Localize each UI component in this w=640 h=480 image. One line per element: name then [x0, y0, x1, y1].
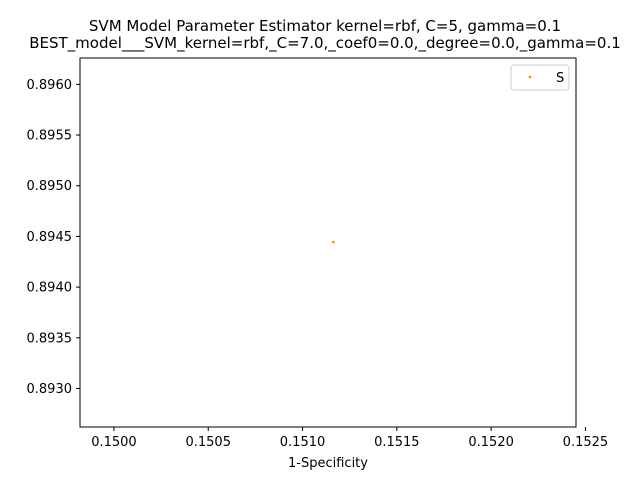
x-tick-label: 0.1500: [91, 435, 137, 450]
x-tick-label: 0.1515: [374, 435, 420, 450]
y-tick-label: 0.8950: [27, 179, 73, 194]
y-tick-label: 0.8940: [27, 281, 73, 296]
legend-label: S: [556, 71, 564, 86]
legend: S: [510, 64, 570, 91]
plot-area: [80, 58, 576, 427]
plot-background: [80, 58, 576, 427]
y-tick-label: 0.8935: [27, 331, 73, 346]
y-tick-label: 0.8955: [27, 129, 73, 144]
x-axis-label: 1-Specificity: [288, 456, 368, 471]
y-axis: 0.8930 0.8935 0.8940 0.8945 0.8950 0.8955 0.89…: [27, 78, 80, 397]
legend-box: [510, 64, 570, 91]
legend-marker: [528, 75, 532, 79]
x-axis: 0.1500 0.1505 0.1510 0.1515 0.1520 0.1525: [91, 427, 608, 450]
x-tick-label: 0.1520: [468, 435, 514, 450]
x-tick-label: 0.1525: [563, 435, 609, 450]
y-tick-label: 0.8945: [27, 230, 73, 245]
scatter-points: [331, 240, 335, 244]
x-tick-label: 0.1505: [185, 435, 231, 450]
x-tick-label: 0.1510: [280, 435, 326, 450]
y-tick-label: 0.8930: [27, 382, 73, 397]
data-point: [331, 240, 335, 244]
plot-frame: [79, 57, 577, 428]
chart-title: SVM Model Parameter Estimator kernel=rbf…: [89, 17, 561, 35]
y-tick-label: 0.8960: [27, 78, 73, 93]
chart-subtitle: BEST_model___SVM_kernel=rbf,_C=7.0,_coef…: [29, 34, 621, 53]
